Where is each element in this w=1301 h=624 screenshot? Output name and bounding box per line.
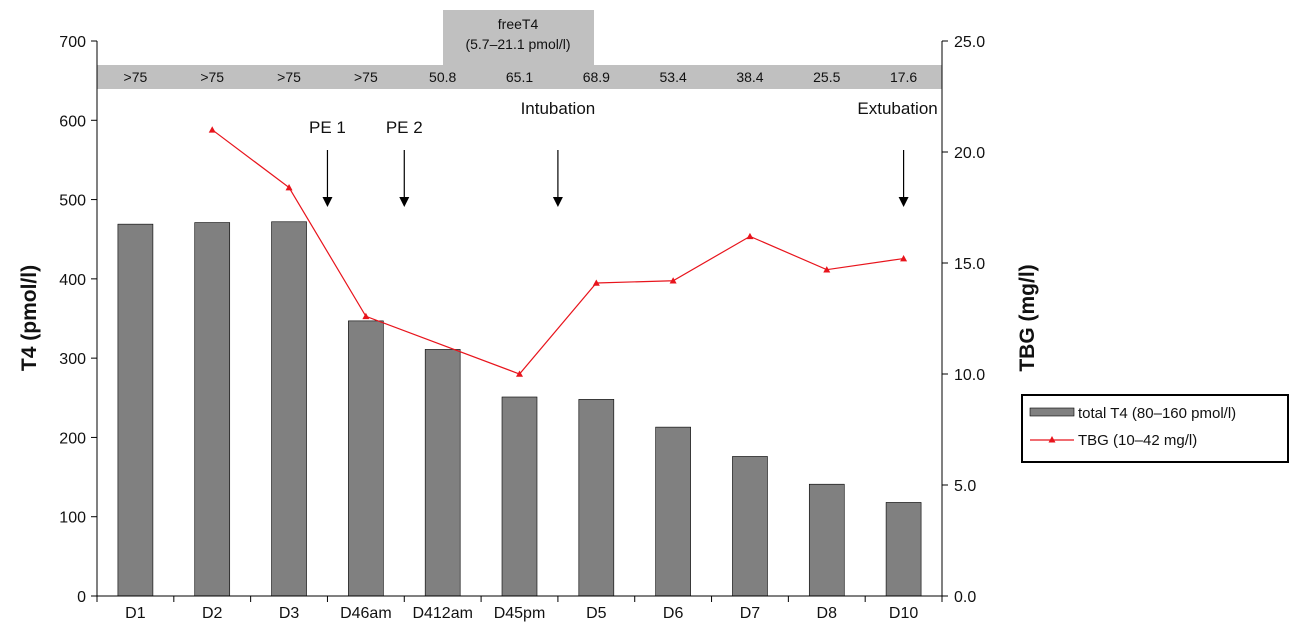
freet4-value: 50.8 — [429, 69, 456, 85]
right-tick-label: 0.0 — [954, 589, 976, 606]
tbg-point-d3 — [285, 184, 293, 191]
x-tick-label: D45pm — [494, 605, 546, 622]
right-tick-label: 5.0 — [954, 478, 976, 495]
legend-box — [1021, 394, 1289, 463]
left-axis: 0 100 200 300 400 500 600 700 — [59, 34, 98, 606]
bar-series — [117, 221, 922, 597]
tbg-point-d46am — [362, 312, 370, 320]
left-axis-title: T4 (pmol/l) — [18, 265, 41, 371]
right-axis-title: TBG (mg/l) — [1016, 264, 1039, 371]
tbg-point-d8 — [823, 266, 831, 273]
left-tick-label: 700 — [59, 34, 86, 51]
freet4-title-line1: freeT4 — [498, 16, 539, 32]
x-tick-label: D10 — [889, 605, 918, 622]
legend-label-tbg: TBG (10–42 mg/l) — [1078, 432, 1197, 449]
freet4-value: >75 — [200, 69, 224, 85]
x-tick-label: D46am — [340, 605, 392, 622]
freet4-title-box — [443, 10, 594, 65]
bar-d46am — [348, 320, 384, 597]
tbg-point-d45pm — [516, 370, 523, 377]
x-tick-label: D2 — [202, 605, 223, 622]
freet4-value: >75 — [354, 69, 378, 85]
right-tick-label: 15.0 — [954, 256, 985, 273]
legend-label-t4: total T4 (80–160 pmol/l) — [1078, 405, 1236, 422]
freet4-value: 38.4 — [736, 69, 763, 85]
right-axis: 0.0 5.0 10.0 15.0 20.0 25.0 — [941, 34, 985, 606]
bar-d8 — [808, 483, 845, 597]
freet4-values-strip — [97, 65, 942, 89]
left-tick-label: 500 — [59, 193, 86, 210]
tbg-point-d5 — [592, 279, 600, 286]
x-tick-label: D1 — [125, 605, 146, 622]
left-tick-label: 600 — [59, 113, 86, 130]
x-tick-label: D5 — [586, 605, 607, 622]
bar-d1 — [117, 223, 154, 597]
left-tick-label: 200 — [59, 430, 86, 447]
annotation-extubation-label: Extubation — [857, 99, 937, 118]
x-tick-label: D3 — [279, 605, 300, 622]
bar-d6 — [655, 426, 691, 597]
right-tick-label: 20.0 — [954, 145, 985, 162]
annotation-intubation-arrowhead — [552, 197, 563, 207]
bar-d5 — [578, 399, 615, 597]
legend-swatch-marker — [1048, 436, 1056, 443]
annotations: PE 1 PE 2 Intubation Extubation — [309, 99, 938, 207]
bar-d7 — [732, 456, 768, 597]
tbg-point-d7 — [746, 232, 754, 240]
freet4-value: >75 — [124, 69, 148, 85]
annotation-extubation-arrowhead — [898, 197, 909, 207]
freet4-value: >75 — [277, 69, 301, 85]
x-tick-label: D8 — [817, 605, 838, 622]
annotation-pe-1-arrowhead — [322, 197, 333, 207]
legend: total T4 (80–160 pmol/l) TBG (10–42 mg/l… — [1021, 394, 1289, 463]
tbg-point-d6 — [669, 277, 677, 284]
x-tick-label: D6 — [663, 605, 684, 622]
right-tick-label: 25.0 — [954, 34, 985, 51]
annotation-pe-2-arrowhead — [399, 197, 410, 207]
freet4-band: freeT4 (5.7–21.1 pmol/l) >75 >75 >75 >75 50.… — [97, 10, 942, 89]
x-tick-label: D412am — [412, 605, 472, 622]
left-tick-label: 300 — [59, 351, 86, 368]
line-series — [208, 126, 908, 377]
freet4-value: 53.4 — [660, 69, 687, 85]
annotation-pe-1-label: PE 1 — [309, 118, 346, 137]
annotation-pe-2-label: PE 2 — [386, 118, 423, 137]
bar-d2 — [194, 222, 231, 597]
annotation-intubation-label: Intubation — [521, 99, 596, 118]
bar-d10 — [885, 502, 922, 597]
legend-swatch-bar — [1029, 407, 1075, 417]
bar-d45pm — [501, 396, 538, 597]
bar-d3 — [271, 221, 307, 597]
freet4-value: 25.5 — [813, 69, 840, 85]
x-tick-label: D7 — [740, 605, 761, 622]
x-axis: D1 D2 D3 D46am D412am D45pm D5 D6 D7 D8 D10 — [96, 595, 943, 622]
freet4-value: 68.9 — [583, 69, 610, 85]
right-tick-label: 10.0 — [954, 367, 985, 384]
freet4-value: 17.6 — [890, 69, 917, 85]
tbg-point-d10 — [900, 255, 908, 262]
left-tick-label: 100 — [59, 510, 86, 527]
freet4-value: 65.1 — [506, 69, 533, 85]
left-tick-label: 0 — [77, 589, 86, 606]
freet4-values: >75 >75 >75 >75 50.8 65.1 68.9 53.4 38.4 25.5 17.6 — [124, 69, 918, 85]
tbg-point-d2 — [208, 126, 216, 133]
left-tick-label: 400 — [59, 272, 86, 289]
bar-d412am — [424, 349, 461, 597]
freet4-title-line2: (5.7–21.1 pmol/l) — [465, 36, 570, 52]
